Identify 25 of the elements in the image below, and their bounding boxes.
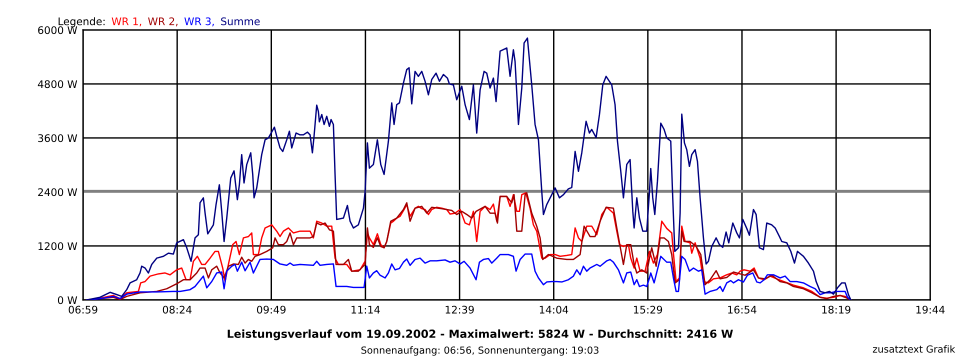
x-tick-label: 19:44 <box>916 306 945 314</box>
text: Sonnenaufgang: 06:56, Sonnenuntergang: 19:03 <box>361 346 598 356</box>
text: WR 2, <box>148 17 178 26</box>
text: Summe <box>221 17 260 26</box>
y-tick-label: 4800 W <box>38 80 78 88</box>
text: WR 3, <box>184 17 214 26</box>
y-tick-label: 6000 W <box>38 26 78 34</box>
y-tick-label: 1200 W <box>38 242 78 250</box>
y-tick-label: 0 W <box>58 296 78 304</box>
legend-title: Legende: <box>58 17 105 28</box>
x-tick-label: 08:24 <box>162 306 192 314</box>
line-series <box>86 37 852 300</box>
x-tick-label: 18:19 <box>822 306 850 314</box>
x-tick-label: 12:39 <box>446 306 474 314</box>
text: Leistungsverlauf vom 19.09.2002 - Maximalwert: 5824 W - Durchschnitt: 2416 W <box>228 329 733 340</box>
y-tick-label: 2400 W <box>38 188 78 196</box>
x-tick-label: 14:04 <box>540 306 568 314</box>
x-tick-label: 11:14 <box>352 306 380 314</box>
x-tick-label: 15:29 <box>634 306 662 314</box>
text: WR 1, <box>112 18 142 26</box>
y-tick-label: 3600 W <box>38 134 78 142</box>
text: zusatztext Grafik <box>872 345 956 353</box>
x-tick-label: 06:59 <box>68 306 98 314</box>
x-tick-label: 09:49 <box>256 306 286 314</box>
x-tick-label: 16:54 <box>728 306 756 314</box>
